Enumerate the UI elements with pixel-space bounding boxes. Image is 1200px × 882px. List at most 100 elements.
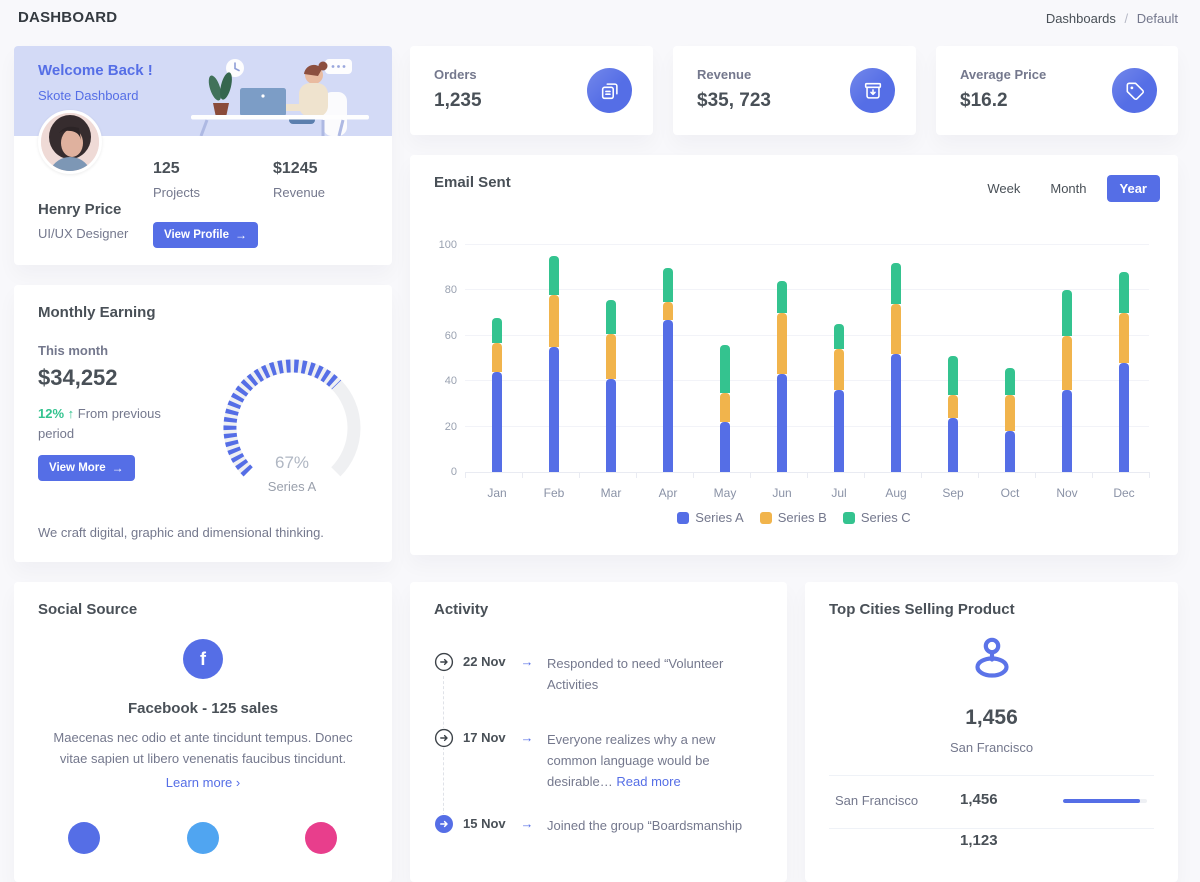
- breadcrumb-dashboards-link[interactable]: Dashboards: [1045, 11, 1116, 26]
- divider: [829, 775, 1154, 776]
- gridline: [465, 425, 1149, 427]
- x-axis-label: Nov: [1056, 486, 1078, 500]
- bar-column: [663, 267, 673, 472]
- bar-segment: [1119, 363, 1129, 472]
- y-axis-tick: 60: [444, 329, 457, 342]
- chart-legend: Series A Series B Series C: [410, 510, 1178, 525]
- average-price-value: $16.2: [960, 90, 1008, 111]
- revenue-stat-card: Revenue $35, 723: [673, 46, 916, 135]
- y-axis-tick: 20: [444, 420, 457, 433]
- revenue-value: $35, 723: [697, 90, 771, 111]
- activity-date: 17 Nov: [463, 730, 506, 745]
- activity-item: 15 Nov → Joined the group “Boardsmanship: [434, 814, 765, 837]
- bar-segment: [663, 267, 673, 302]
- bar-column: [549, 256, 559, 472]
- city-progress-bar: [1063, 799, 1147, 803]
- projects-label: Projects: [153, 185, 200, 200]
- bar-segment: [891, 304, 901, 354]
- x-axis-tick: [693, 472, 694, 478]
- bar-segment: [1062, 390, 1072, 472]
- legend-item[interactable]: Series C: [842, 510, 911, 525]
- breadcrumb-current: Default: [1136, 11, 1178, 26]
- welcome-subtitle: Skote Dashboard: [38, 88, 139, 103]
- welcome-title: Welcome Back !: [38, 62, 153, 79]
- welcome-card: Welcome Back ! Skote Dashboard Henry Pri…: [14, 46, 392, 265]
- legend-item[interactable]: Series A: [677, 510, 744, 525]
- average-price-stat-card: Average Price $16.2: [936, 46, 1178, 135]
- facebook-mini-icon[interactable]: [68, 822, 100, 854]
- city-row-label: San Francisco: [835, 793, 919, 808]
- user-role: UI/UX Designer: [38, 226, 129, 241]
- gauge-value: 67%: [274, 453, 310, 472]
- arrow-right-icon: →: [520, 654, 534, 669]
- facebook-icon[interactable]: f: [183, 639, 223, 679]
- read-more-link[interactable]: Read more: [616, 773, 681, 789]
- top-cities-title: Top Cities Selling Product: [829, 601, 1015, 618]
- bar-segment: [606, 299, 616, 334]
- x-axis-tick: [579, 472, 580, 478]
- activity-item: 17 Nov → Everyone realizes why a new com…: [434, 728, 765, 792]
- bar-segment: [492, 317, 502, 343]
- purchase-tag-icon: [1112, 68, 1157, 113]
- x-axis-tick: [864, 472, 865, 478]
- page-title: DASHBOARD: [18, 9, 118, 26]
- welcome-illustration: [191, 59, 369, 136]
- social-description: Maecenas nec odio et ante tincidunt temp…: [53, 730, 353, 766]
- view-more-button[interactable]: View More →: [38, 455, 135, 481]
- earning-amount: $34,252: [38, 365, 118, 390]
- arrow-up-icon: ↑: [67, 406, 75, 421]
- divider: [829, 828, 1154, 829]
- y-axis-tick: 100: [438, 239, 457, 251]
- bar-segment: [777, 281, 787, 314]
- tab-year[interactable]: Year: [1106, 175, 1160, 202]
- monthly-earning-card: Monthly Earning This month $34,252 12% ↑…: [14, 285, 392, 562]
- copy-icon: [587, 68, 632, 113]
- activity-title: Activity: [434, 601, 489, 618]
- archive-in-icon: [850, 68, 895, 113]
- x-axis-tick: [807, 472, 808, 478]
- top-city-name: San Francisco: [949, 740, 1034, 755]
- bar-segment: [1119, 313, 1129, 364]
- bar-segment: [549, 256, 559, 295]
- gridline: [465, 244, 1149, 245]
- activity-item: 22 Nov → Responded to need “Volunteer Ac…: [434, 652, 765, 696]
- legend-swatch: [759, 511, 772, 524]
- bar-segment: [1005, 431, 1015, 472]
- legend-item[interactable]: Series B: [759, 510, 827, 525]
- revenue-label: Revenue: [697, 67, 752, 82]
- activity-text: Everyone realizes why a new common langu…: [547, 732, 716, 789]
- bar-segment: [948, 417, 958, 472]
- learn-more-link[interactable]: Learn more ›: [165, 775, 241, 790]
- bar-segment: [492, 342, 502, 373]
- bar-segment: [948, 394, 958, 418]
- tab-month[interactable]: Month: [1050, 181, 1087, 196]
- bar-column: [492, 317, 502, 472]
- city-row-value: 1,123: [960, 832, 998, 849]
- y-axis-tick: 0: [450, 466, 457, 478]
- bar-column: [891, 263, 901, 472]
- revenue-value: $1245: [273, 160, 318, 177]
- twitter-mini-icon[interactable]: [187, 822, 219, 854]
- view-profile-button[interactable]: View Profile →: [153, 222, 258, 248]
- delta-text: From previous period: [38, 406, 161, 442]
- x-axis-label: Dec: [1113, 486, 1135, 500]
- tab-week[interactable]: Week: [987, 181, 1021, 196]
- y-axis-tick: 80: [444, 284, 457, 297]
- period-label: This month: [38, 343, 109, 358]
- breadcrumb-separator: /: [1124, 11, 1129, 26]
- avatar: [38, 110, 102, 174]
- activity-date: 15 Nov: [463, 816, 506, 831]
- bar-segment: [834, 324, 844, 350]
- bar-segment: [891, 353, 901, 472]
- orders-label: Orders: [434, 67, 477, 82]
- x-axis-label: Jan: [487, 486, 507, 500]
- revenue-label: Revenue: [273, 185, 326, 200]
- gauge-label: Series A: [267, 479, 317, 494]
- city-row-value: 1,456: [960, 791, 998, 808]
- orders-value: 1,235: [434, 90, 482, 111]
- bar-segment: [720, 344, 730, 393]
- instagram-mini-icon[interactable]: [305, 822, 337, 854]
- activity-date: 22 Nov: [463, 654, 506, 669]
- email-sent-card: Email Sent Week Month Year 0 20 40 60 80 100 J…: [410, 155, 1178, 555]
- arrow-right-icon: →: [234, 228, 247, 242]
